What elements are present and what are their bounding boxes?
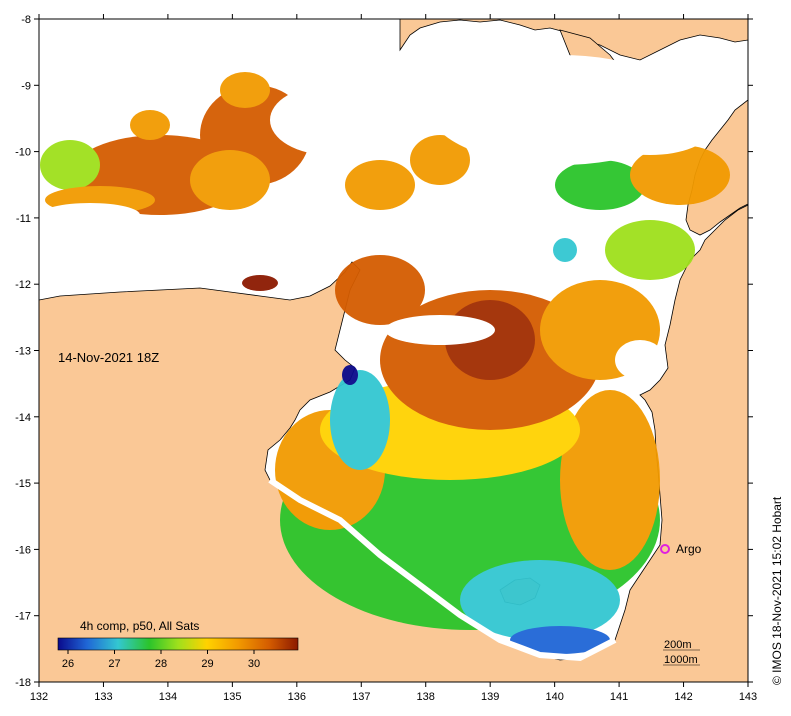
lat-tick-label: -15 — [15, 478, 31, 490]
coastal-fringe — [268, 477, 617, 662]
lon-tick-label: 134 — [159, 691, 177, 703]
argo-label: Argo — [676, 542, 702, 556]
credit-text: © IMOS 18-Nov-2021 15:02 Hobart — [770, 496, 784, 685]
argo-marker: Argo — [660, 542, 702, 556]
lat-tick-label: -14 — [15, 412, 31, 424]
lon-tick-label: 135 — [223, 691, 241, 703]
sst-field — [40, 72, 730, 654]
colorbar-title: 4h comp, p50, All Sats — [80, 619, 199, 633]
lon-tick-label: 137 — [352, 691, 370, 703]
lon-tick-label: 141 — [610, 691, 628, 703]
longitude-axis: 132 133 134 135 136 137 138 139 140 141 142 143 — [30, 14, 757, 703]
lat-tick-label: -17 — [15, 611, 31, 623]
isobath-legend: 200m 1000m — [663, 639, 700, 666]
cloud-mask — [40, 55, 710, 380]
lon-tick-label: 136 — [288, 691, 306, 703]
lat-tick-label: -11 — [16, 213, 31, 225]
colorbar-label: 27 — [108, 658, 120, 670]
isobath-200m: 200m — [664, 639, 692, 651]
lon-tick-label: 138 — [417, 691, 435, 703]
lat-tick-label: -18 — [15, 677, 31, 689]
lat-tick-label: -16 — [15, 544, 31, 556]
colorbar-ramp — [57, 637, 299, 651]
colorbar-label: 30 — [248, 658, 260, 670]
colorbar-label: 29 — [201, 658, 213, 670]
isobath-1000m: 1000m — [664, 654, 698, 666]
lon-tick-label: 132 — [30, 691, 48, 703]
lon-tick-label: 140 — [545, 691, 563, 703]
lat-tick-label: -9 — [21, 80, 31, 92]
date-label: 14-Nov-2021 18Z — [58, 350, 159, 365]
map-layers — [39, 19, 748, 682]
colorbar-labels: 26 27 28 29 30 — [62, 650, 260, 670]
colorbar-label: 26 — [62, 658, 74, 670]
lon-tick-label: 143 — [739, 691, 757, 703]
lat-tick-label: -12 — [15, 279, 31, 291]
argo-icon — [660, 544, 670, 554]
colorbar-label: 28 — [155, 658, 167, 670]
latitude-axis: -8 -9 -10 -11 -12 -13 -14 -15 -16 -17 -18 — [15, 14, 753, 689]
lon-tick-label: 139 — [481, 691, 499, 703]
lon-tick-label: 142 — [674, 691, 692, 703]
lat-tick-label: -10 — [15, 147, 31, 159]
colorbar: 4h comp, p50, All Sats 26 27 28 29 30 — [57, 619, 299, 670]
lon-tick-label: 133 — [94, 691, 112, 703]
lat-tick-label: -8 — [21, 14, 31, 26]
lat-tick-label: -13 — [15, 346, 31, 358]
